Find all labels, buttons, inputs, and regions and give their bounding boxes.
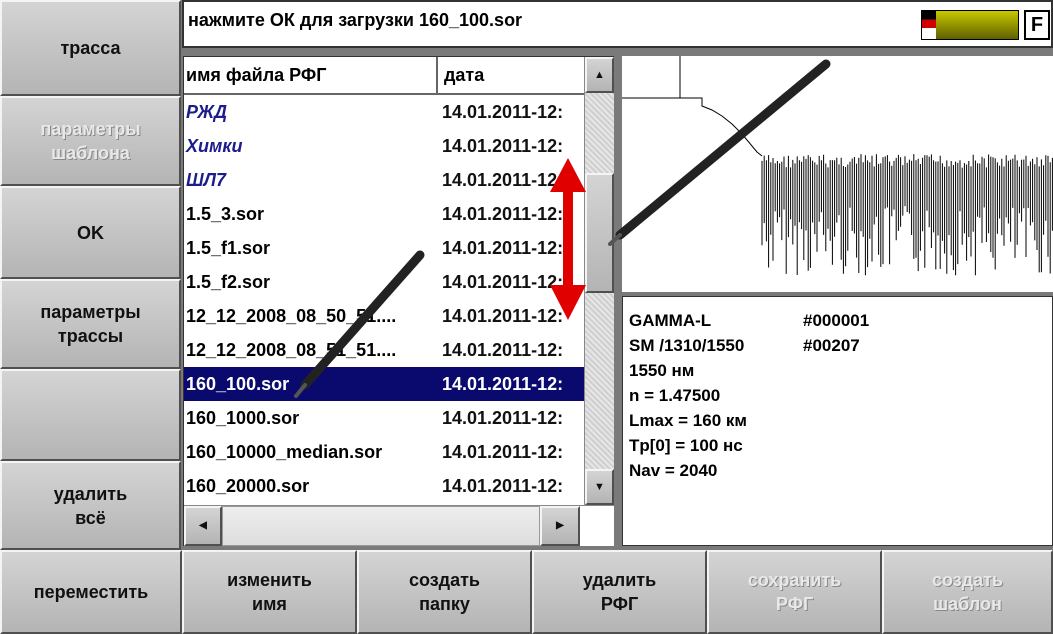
file-date: 14.01.2011-12: — [442, 306, 564, 326]
file-date: 14.01.2011-12: — [442, 102, 564, 122]
trace-line — [622, 56, 1053, 276]
button-label: всё — [75, 507, 106, 528]
list-header: имя файла РФГ дата — [184, 57, 584, 95]
file-row[interactable]: Химки 14.01.2011-12: — [184, 129, 584, 163]
button-label: создать — [408, 570, 481, 590]
button-label: изменить — [227, 570, 312, 590]
file-date: 14.01.2011-12: — [442, 476, 564, 496]
button-label: удалить — [582, 570, 657, 590]
column-divider — [436, 57, 438, 95]
trace-plot — [622, 56, 1053, 276]
file-date: 14.01.2011-12: — [442, 340, 564, 360]
button[interactable]: создать папку — [357, 550, 532, 634]
button-label: РФГ — [775, 594, 814, 614]
file-date: 14.01.2011-12: — [442, 238, 564, 258]
battery — [921, 10, 1019, 40]
file-date: 14.01.2011-12: — [442, 374, 564, 394]
file-name: 160_100.sor — [186, 374, 290, 394]
indicator: F — [1024, 10, 1050, 40]
info-text: Nav = 2040 — [629, 461, 718, 480]
button[interactable]: изменить имя — [182, 550, 357, 634]
file-row[interactable]: 12_12_2008_08_51_51.... 14.01.2011-12: — [184, 333, 584, 367]
file-date: 14.01.2011-12: — [442, 136, 564, 156]
file-date: 14.01.2011-12: — [442, 204, 564, 224]
scroll-right[interactable]: ▶ — [540, 506, 580, 546]
button[interactable]: удалить всё — [0, 461, 181, 550]
file-name: 12_12_2008_08_51_51.... — [186, 340, 397, 360]
file-row[interactable]: ШЛ7 14.01.2011-12: — [184, 163, 584, 197]
button[interactable]: удалить РФГ — [532, 550, 707, 634]
button: сохранить РФГ — [707, 550, 882, 634]
file-row[interactable]: 1.5_f2.sor 14.01.2011-12: — [184, 265, 584, 299]
file-name: 1.5_3.sor — [186, 204, 265, 224]
file-name: Химки — [186, 136, 243, 156]
button-label: РФГ — [600, 594, 639, 614]
file-row[interactable]: 1.5_3.sor 14.01.2011-12: — [184, 197, 584, 231]
file-name: 12_12_2008_08_50_51.... — [186, 306, 397, 326]
button-label: сохранить — [747, 570, 842, 590]
scroll-thumb[interactable] — [585, 173, 614, 293]
file-row[interactable]: 160_1000.sor 14.01.2011-12: — [184, 401, 584, 435]
file-row[interactable]: 160_10000_median.sor 14.01.2011-12: — [184, 435, 584, 469]
file-name: 160_20000.sor — [186, 476, 310, 496]
column-header: имя файла РФГ — [186, 65, 327, 85]
file-list: имя файла РФГ дата ▲ ▼ ◀ ▶ РЖД 14.01.2011… — [183, 56, 614, 546]
scroll-up[interactable]: ▲ — [585, 57, 614, 93]
file-row[interactable]: РЖД 14.01.2011-12: — [184, 95, 584, 129]
scroll-down[interactable]: ▼ — [585, 469, 614, 505]
column-header: дата — [444, 65, 485, 85]
info-text: Tp[0] = 100 нс — [629, 436, 743, 455]
button-label: трасса — [60, 38, 121, 58]
file-name: РЖД — [186, 102, 228, 122]
button-label: имя — [252, 594, 287, 614]
scroll-left[interactable]: ◀ — [184, 506, 222, 546]
h-scrollbar[interactable]: ◀ ▶ — [184, 505, 614, 546]
info-text: #000001 — [803, 311, 870, 330]
button-label: параметры — [40, 119, 141, 139]
info-text: Lmax = 160 км — [629, 411, 747, 430]
file-name: ШЛ7 — [186, 170, 226, 190]
info-text: SM /1310/1550 — [629, 336, 745, 355]
file-date: 14.01.2011-12: — [442, 170, 564, 190]
status-bar: нажмите ОК для загрузки 160_100.sor F — [182, 0, 1053, 48]
file-name: 160_1000.sor — [186, 408, 300, 428]
button[interactable]: трасса — [0, 0, 181, 96]
button-label: шаблона — [51, 143, 130, 163]
button-label: OK — [77, 222, 104, 243]
file-row[interactable]: 12_12_2008_08_50_51.... 14.01.2011-12: — [184, 299, 584, 333]
file-row[interactable]: 160_100.sor 14.01.2011-12: — [184, 367, 584, 401]
button-label: переместить — [33, 582, 149, 602]
button-label: удалить — [53, 483, 128, 504]
v-scrollbar[interactable]: ▲ ▼ — [584, 57, 614, 505]
button-label: папку — [419, 594, 470, 614]
file-date: 14.01.2011-12: — [442, 408, 564, 428]
battery-cap — [922, 11, 936, 39]
button-label: шаблон — [933, 594, 1002, 614]
file-date: 14.01.2011-12: — [442, 272, 564, 292]
button-label: трассы — [57, 326, 124, 346]
button: параметры шаблона — [0, 96, 181, 186]
status-text: нажмите ОК для загрузки 160_100.sor — [188, 10, 523, 30]
h-thumb[interactable] — [222, 506, 540, 546]
button[interactable]: параметры трассы — [0, 279, 181, 369]
button-label: параметры — [40, 302, 141, 322]
button[interactable]: переместить — [0, 550, 182, 634]
info-text: n = 1.47500 — [629, 386, 721, 405]
file-name: 1.5_f1.sor — [186, 238, 271, 258]
info-text: 1550 нм — [629, 361, 695, 380]
button[interactable]: OK — [0, 186, 181, 279]
file-name: 160_10000_median.sor — [186, 442, 383, 462]
file-row[interactable]: 1.5_f1.sor 14.01.2011-12: — [184, 231, 584, 265]
info-panel: GAMMA-L #000001 SM /1310/1550 #00207 1550 нм… — [622, 296, 1053, 546]
button: создать шаблон — [882, 550, 1053, 634]
file-row[interactable]: 160_20000.sor 14.01.2011-12: — [184, 469, 584, 503]
file-date: 14.01.2011-12: — [442, 442, 564, 462]
info-text: GAMMA-L — [629, 311, 712, 330]
info-text: #00207 — [803, 336, 860, 355]
file-name: 1.5_f2.sor — [186, 272, 271, 292]
button-label: создать — [931, 570, 1004, 590]
trace-preview — [622, 56, 1053, 292]
button[interactable] — [0, 369, 181, 461]
